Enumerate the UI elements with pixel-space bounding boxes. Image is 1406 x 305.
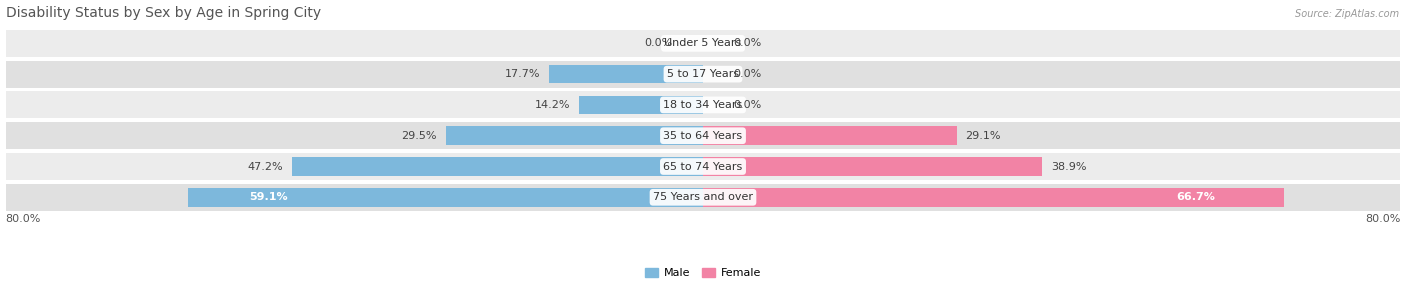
Text: 0.0%: 0.0% <box>644 38 672 48</box>
Text: 17.7%: 17.7% <box>505 69 540 79</box>
Bar <box>6 30 1400 57</box>
Bar <box>446 127 703 145</box>
Bar <box>6 92 1400 118</box>
Text: 29.1%: 29.1% <box>966 131 1001 141</box>
Text: 38.9%: 38.9% <box>1050 162 1087 171</box>
Bar <box>6 122 1400 149</box>
Text: 35 to 64 Years: 35 to 64 Years <box>664 131 742 141</box>
Text: 59.1%: 59.1% <box>250 192 288 202</box>
Text: 5 to 17 Years: 5 to 17 Years <box>666 69 740 79</box>
Bar <box>703 157 1042 176</box>
Text: 14.2%: 14.2% <box>536 100 571 110</box>
Bar <box>703 127 956 145</box>
Text: 29.5%: 29.5% <box>402 131 437 141</box>
Text: 80.0%: 80.0% <box>1365 214 1400 224</box>
Bar <box>703 188 1285 206</box>
Text: 75 Years and over: 75 Years and over <box>652 192 754 202</box>
Text: 18 to 34 Years: 18 to 34 Years <box>664 100 742 110</box>
Text: 66.7%: 66.7% <box>1175 192 1215 202</box>
Text: 47.2%: 47.2% <box>247 162 283 171</box>
Text: 0.0%: 0.0% <box>734 38 762 48</box>
Legend: Male, Female: Male, Female <box>641 264 765 283</box>
Text: 80.0%: 80.0% <box>6 214 41 224</box>
Bar <box>6 184 1400 211</box>
Text: 0.0%: 0.0% <box>734 69 762 79</box>
Bar <box>6 153 1400 180</box>
Bar <box>579 96 703 114</box>
Text: Disability Status by Sex by Age in Spring City: Disability Status by Sex by Age in Sprin… <box>6 5 321 20</box>
Bar <box>188 188 703 206</box>
Bar <box>548 65 703 83</box>
Text: Source: ZipAtlas.com: Source: ZipAtlas.com <box>1295 9 1399 19</box>
Bar <box>291 157 703 176</box>
Text: 0.0%: 0.0% <box>734 100 762 110</box>
Text: Under 5 Years: Under 5 Years <box>665 38 741 48</box>
Text: 65 to 74 Years: 65 to 74 Years <box>664 162 742 171</box>
Bar <box>6 61 1400 88</box>
